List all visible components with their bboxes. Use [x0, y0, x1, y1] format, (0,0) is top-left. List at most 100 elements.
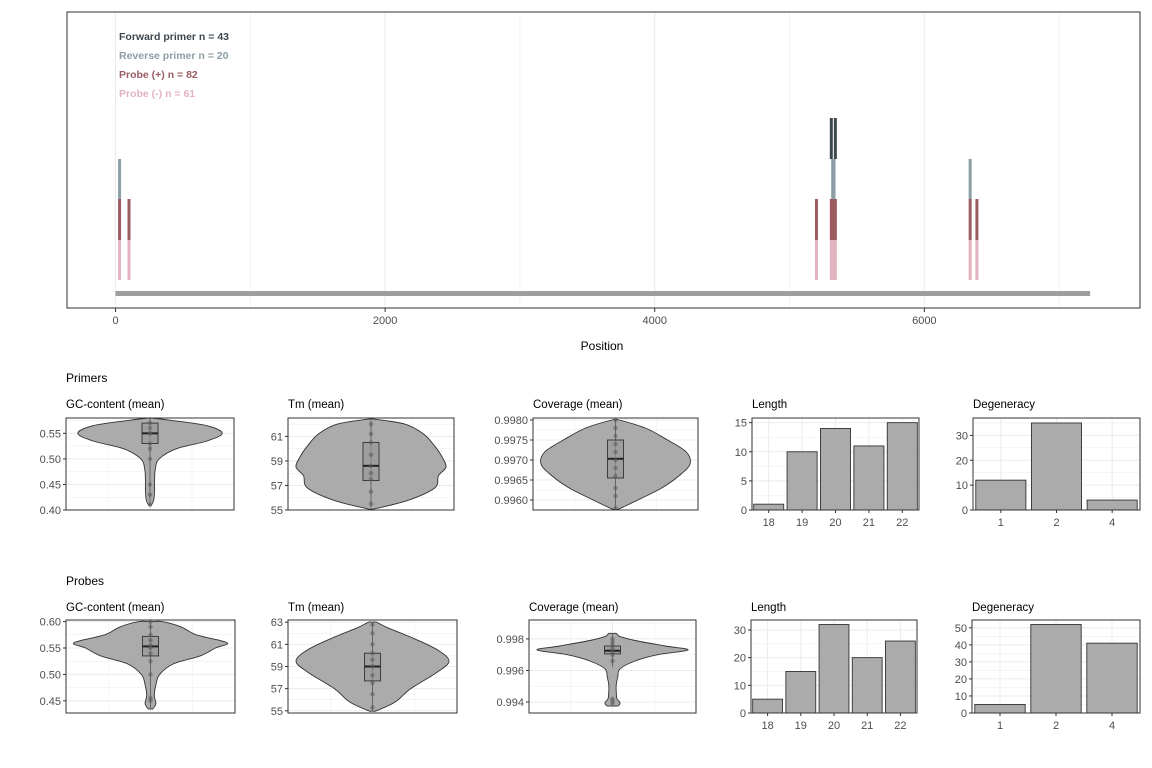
position-overview-panel: 0 2000 4000 6000 Forward primer n = 43 Revers…: [66, 11, 1141, 327]
panel-border: [751, 417, 920, 511]
data-point: [148, 643, 153, 648]
panel-title: Tm (mean): [288, 399, 344, 411]
panel-probes-length: Length 18 19 20 21 22 0 10 20 30: [734, 602, 918, 732]
site-mark-probe_pos: [968, 199, 972, 240]
x-tick-label: 2: [1053, 517, 1059, 529]
data-point: [613, 505, 618, 511]
data-point: [368, 489, 374, 494]
bar-2: [1030, 623, 1082, 714]
section-title-primers: Primers: [66, 371, 107, 385]
y-tick-label: 0.994: [496, 697, 524, 709]
data-point: [370, 631, 375, 636]
y-tick-label: 0: [962, 505, 968, 517]
x-tick-label: 18: [761, 720, 773, 732]
panel-border: [528, 619, 697, 714]
y-tick-label: 30: [734, 625, 746, 637]
panel-title: Length: [751, 602, 786, 614]
data-point: [368, 452, 374, 457]
site-mark-probe_pos: [127, 199, 131, 240]
data-point: [148, 637, 153, 643]
x-tick-label: 4: [1109, 517, 1115, 529]
x-tick-label: 22: [896, 517, 908, 529]
y-tick-label: 5: [741, 476, 747, 488]
bar-2: [1030, 422, 1082, 511]
data-point: [370, 673, 375, 678]
x-tick-label: 21: [863, 517, 875, 529]
panel-probes-coverage-mean: Coverage (mean) 0.994 0.996 0.998: [496, 602, 697, 714]
data-point: [610, 652, 615, 657]
panel-border: [532, 417, 699, 511]
y-tick-label: 0.9960: [494, 495, 528, 507]
y-tick-label: 0.998: [496, 634, 524, 646]
site-mark-probe_neg: [968, 240, 972, 280]
data-point: [613, 473, 618, 479]
data-point: [613, 457, 618, 463]
site-mark-probe_neg: [127, 240, 131, 280]
bar-20: [818, 623, 850, 714]
data-point: [148, 632, 153, 637]
y-tick-label: 0.40: [40, 505, 61, 517]
site-mark-probe_neg: [975, 240, 979, 280]
data-point: [148, 651, 153, 656]
y-tick-label: 61: [271, 639, 283, 651]
site-mark-probe_pos: [975, 199, 979, 240]
panel-title: Coverage (mean): [533, 399, 623, 411]
data-point: [370, 664, 375, 669]
bar-4: [1086, 499, 1138, 511]
data-point: [368, 431, 374, 437]
y-tick-label: 50: [955, 623, 967, 635]
y-tick-label: 0.9965: [494, 475, 528, 487]
data-point: [613, 425, 618, 431]
y-tick-label: 63: [271, 617, 283, 629]
data-point: [368, 471, 374, 476]
data-point: [147, 446, 153, 451]
y-tick-label: 40: [955, 640, 967, 652]
y-tick-label: 20: [956, 455, 968, 467]
site-mark-forward: [829, 118, 833, 159]
y-tick-label: 0.9970: [494, 455, 528, 467]
data-point: [368, 421, 374, 427]
data-point: [370, 651, 375, 656]
x-tick-label: 4000: [642, 315, 666, 327]
bar-4: [1086, 642, 1138, 714]
data-point: [370, 691, 375, 697]
y-tick-label: 61: [271, 431, 283, 443]
x-tick-label: 6000: [912, 315, 936, 327]
y-tick-label: 10: [956, 480, 968, 492]
panel-title: Degeneracy: [972, 602, 1034, 614]
y-tick-label: 0: [740, 708, 746, 720]
legend-entry-probe_pos: Probe (+) n = 82: [119, 69, 198, 81]
site-mark-probe_neg: [118, 240, 122, 280]
bar-19: [785, 671, 817, 714]
overview-background: [67, 12, 1140, 308]
x-tick-label: 1: [997, 720, 1003, 732]
site-mark-reverse: [968, 159, 972, 199]
y-tick-label: 0.60: [40, 617, 61, 629]
data-point: [613, 441, 618, 447]
y-tick-label: 57: [271, 684, 283, 696]
panel-primers-length: Length 18 19 20 21 22 0 5 10 15: [735, 399, 920, 529]
panel-border: [65, 619, 236, 714]
legend-entry-forward: Forward primer n = 43: [119, 31, 229, 43]
panel-title: GC-content (mean): [66, 399, 165, 411]
data-point: [147, 456, 153, 462]
y-tick-label: 30: [956, 430, 968, 442]
y-tick-label: 10: [955, 691, 967, 703]
y-tick-label: 55: [271, 505, 283, 517]
legend-entry-probe_neg: Probe (-) n = 61: [119, 88, 195, 100]
y-tick-label: 59: [271, 456, 283, 468]
data-point: [613, 493, 618, 499]
x-tick-label: 4: [1109, 720, 1115, 732]
y-tick-label: 0: [961, 708, 967, 720]
data-point: [147, 441, 153, 446]
data-point: [370, 657, 375, 663]
data-point: [370, 642, 375, 647]
y-tick-label: 0.55: [40, 428, 61, 440]
section-title-probes: Probes: [66, 574, 104, 588]
y-tick-label: 30: [955, 657, 967, 669]
data-point: [147, 426, 153, 431]
y-tick-label: 0.9975: [494, 435, 528, 447]
panel-border: [972, 417, 1141, 511]
data-point: [370, 705, 375, 710]
